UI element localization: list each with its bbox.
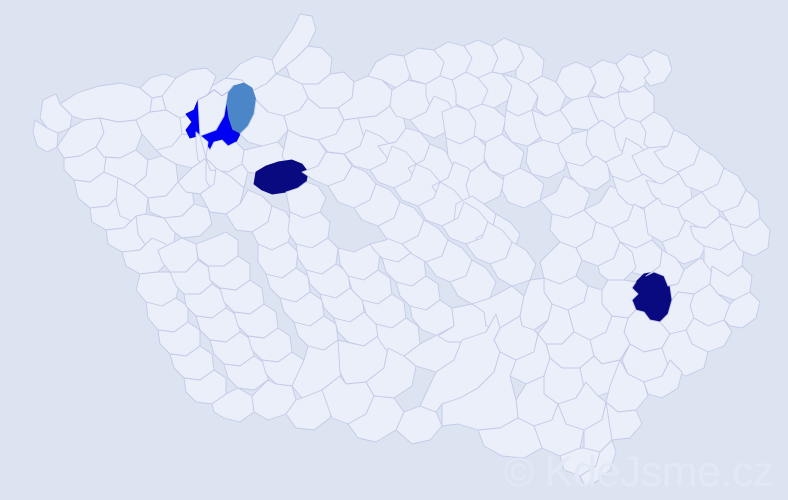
district xyxy=(450,260,496,304)
district xyxy=(33,120,58,152)
district xyxy=(580,440,616,484)
district xyxy=(478,418,542,458)
district xyxy=(140,74,176,98)
district-layer xyxy=(33,14,770,484)
watermark: © KdeJsme.cz xyxy=(503,448,775,496)
watermark-text: KdeJsme.cz xyxy=(544,448,775,496)
district xyxy=(566,156,610,190)
district xyxy=(164,204,212,238)
district xyxy=(200,168,244,214)
district xyxy=(196,86,233,158)
district xyxy=(598,242,636,280)
district xyxy=(730,218,770,256)
district xyxy=(442,352,518,430)
district xyxy=(396,406,442,444)
district xyxy=(490,242,536,286)
copyright-symbol: © xyxy=(503,449,534,495)
district xyxy=(272,14,316,74)
district xyxy=(644,360,682,398)
district xyxy=(526,140,568,178)
district xyxy=(60,83,152,122)
district xyxy=(724,292,760,328)
district xyxy=(642,50,672,86)
district xyxy=(466,162,504,204)
